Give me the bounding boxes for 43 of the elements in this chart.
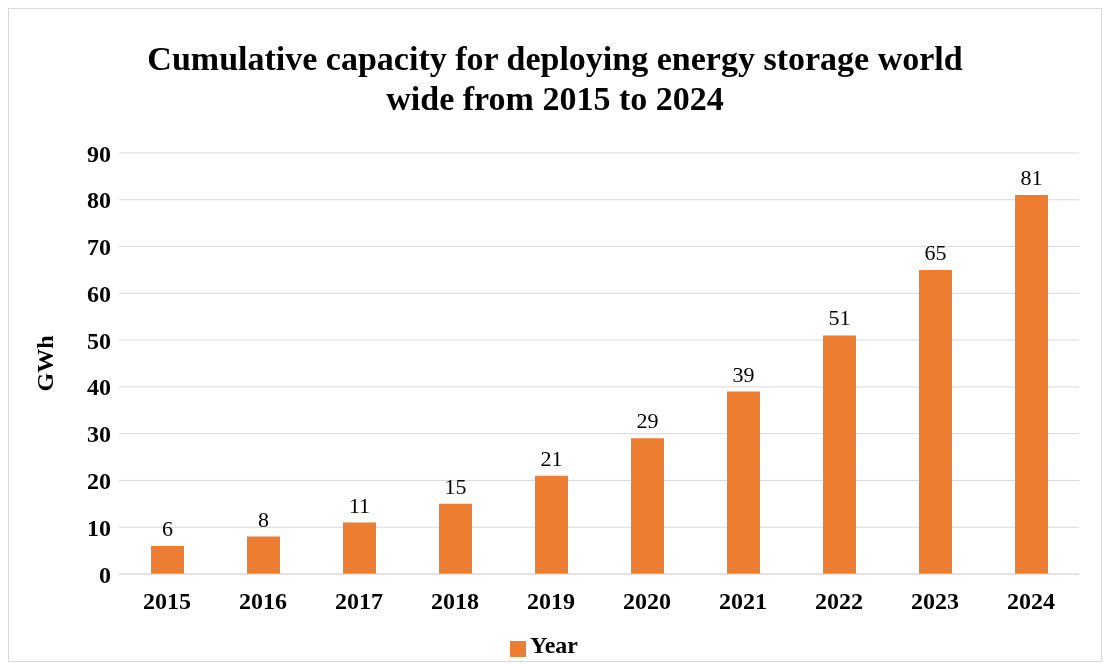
x-tick-label: 2020 <box>623 588 671 615</box>
x-tick-label: 2021 <box>719 588 767 615</box>
x-tick-label: 2023 <box>911 588 959 615</box>
bar <box>1015 195 1048 574</box>
data-label: 8 <box>258 506 269 532</box>
x-tick-label: 2018 <box>431 588 479 615</box>
y-tick-label: 0 <box>99 561 111 588</box>
bar <box>343 522 376 574</box>
x-tick-label: 2019 <box>527 588 575 615</box>
y-tick-label: 80 <box>87 187 111 214</box>
x-tick-label: 2022 <box>815 588 863 615</box>
y-tick-label: 60 <box>87 280 111 307</box>
x-tick-label: 2024 <box>1007 588 1055 615</box>
legend-label: Year <box>530 632 578 658</box>
y-axis-title: GWh <box>31 335 58 392</box>
chart-title: Cumulative capacity for deploying energy storage world wide from 2015 to 2024 <box>146 39 964 119</box>
bar <box>823 335 856 574</box>
data-label: 11 <box>348 492 371 518</box>
data-label: 81 <box>1020 165 1043 191</box>
data-label: 29 <box>636 408 659 434</box>
x-tick-label: 2015 <box>143 588 191 615</box>
bar <box>151 545 184 574</box>
bar <box>535 475 568 574</box>
data-label: 39 <box>732 361 755 387</box>
y-tick-label: 30 <box>87 421 111 448</box>
bar <box>631 438 664 574</box>
y-tick-label: 40 <box>87 374 111 401</box>
x-tick-label: 2016 <box>239 588 287 615</box>
bar <box>727 391 760 574</box>
y-tick-label: 90 <box>87 140 111 167</box>
y-tick-label: 70 <box>87 234 111 261</box>
bar <box>439 503 472 574</box>
bar <box>247 536 280 574</box>
y-tick-label: 20 <box>87 467 111 494</box>
data-label: 6 <box>162 515 173 541</box>
data-label: 51 <box>828 305 851 331</box>
y-tick-label: 10 <box>87 514 111 541</box>
data-label: 65 <box>924 239 947 265</box>
bar <box>919 269 952 574</box>
data-label: 21 <box>540 445 563 471</box>
x-tick-label: 2017 <box>335 588 383 615</box>
y-tick-label: 50 <box>87 327 111 354</box>
data-label: 15 <box>444 473 467 499</box>
